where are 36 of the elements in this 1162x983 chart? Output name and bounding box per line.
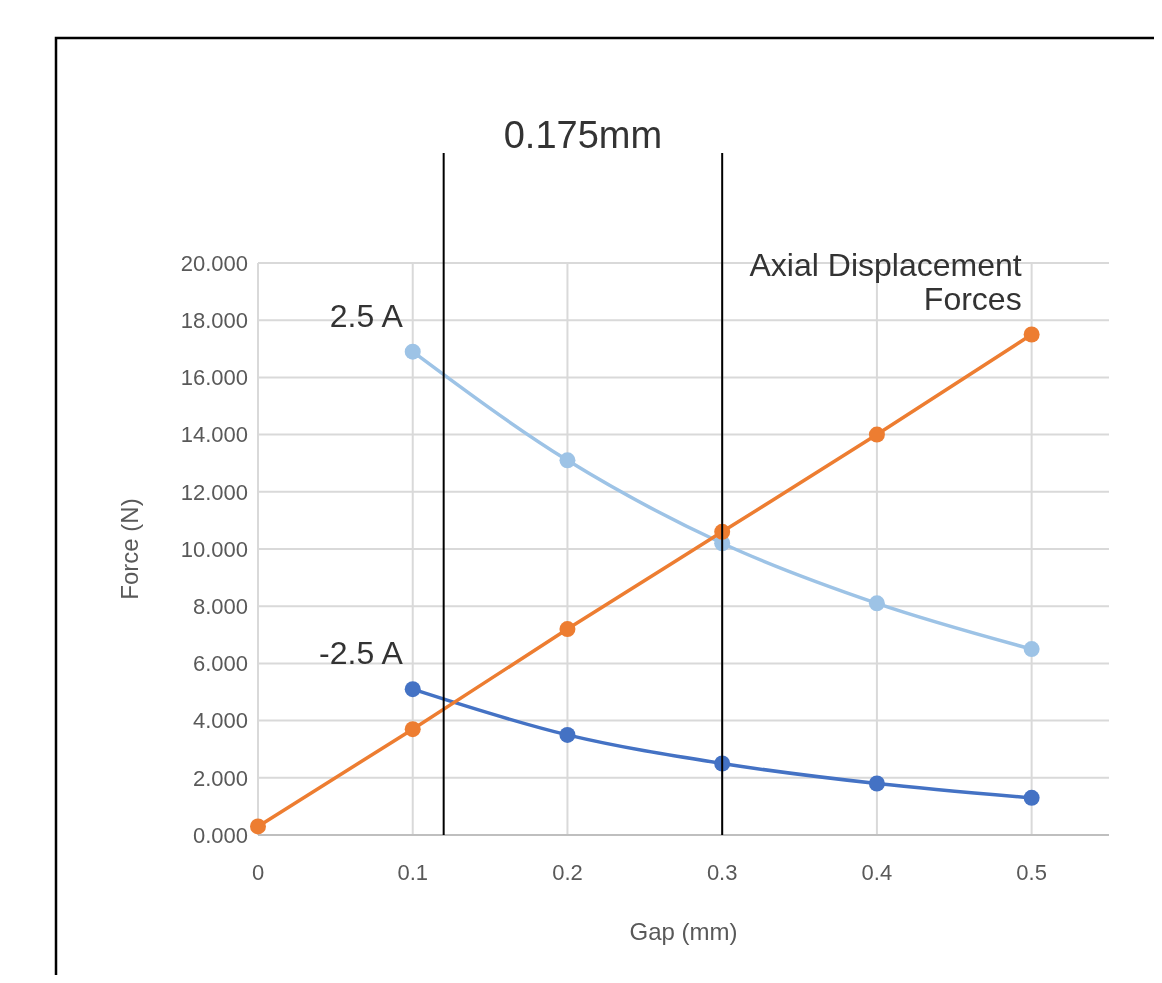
series-label: Axial Displacement Forces	[749, 246, 1022, 317]
x-tick-label: 0.3	[706, 860, 738, 885]
point	[559, 726, 576, 743]
y-axis-title: Force (N)	[116, 498, 143, 600]
point	[250, 818, 266, 835]
series-label: 2.5 A	[329, 297, 404, 334]
y-tick-label: 20.000	[180, 250, 248, 276]
point	[559, 621, 576, 638]
x-tick-label: 0.4	[861, 860, 893, 885]
y-tick-label: 16.000	[180, 365, 248, 391]
point	[404, 681, 421, 698]
y-tick-label: 0.000	[192, 822, 248, 848]
point	[868, 775, 885, 792]
series-label: -2.5 A	[319, 635, 404, 672]
y-tick-label: 10.000	[180, 536, 248, 562]
x-tick-label: 0.5	[1016, 860, 1047, 885]
y-tick-label: 18.000	[180, 307, 248, 333]
x-axis-title: Gap (mm)	[629, 918, 738, 945]
y-tick-label: 6.000	[192, 651, 248, 677]
y-tick-label: 8.000	[192, 593, 248, 619]
point	[1023, 641, 1040, 658]
y-tick-label: 2.000	[192, 765, 248, 791]
point	[1023, 789, 1040, 806]
point	[868, 595, 885, 612]
point	[868, 426, 885, 443]
point	[404, 343, 421, 360]
x-tick-label: 0.1	[397, 860, 429, 885]
y-tick-label: 4.000	[192, 708, 248, 734]
y-tick-label: 12.000	[180, 479, 248, 505]
x-tick-label: 0.2	[552, 860, 583, 885]
point	[559, 452, 576, 469]
text: 0.175mm	[503, 114, 663, 156]
point	[404, 721, 421, 738]
x-tick-label: 0	[251, 860, 265, 885]
y-tick-label: 14.000	[180, 422, 248, 448]
point	[1023, 326, 1040, 343]
